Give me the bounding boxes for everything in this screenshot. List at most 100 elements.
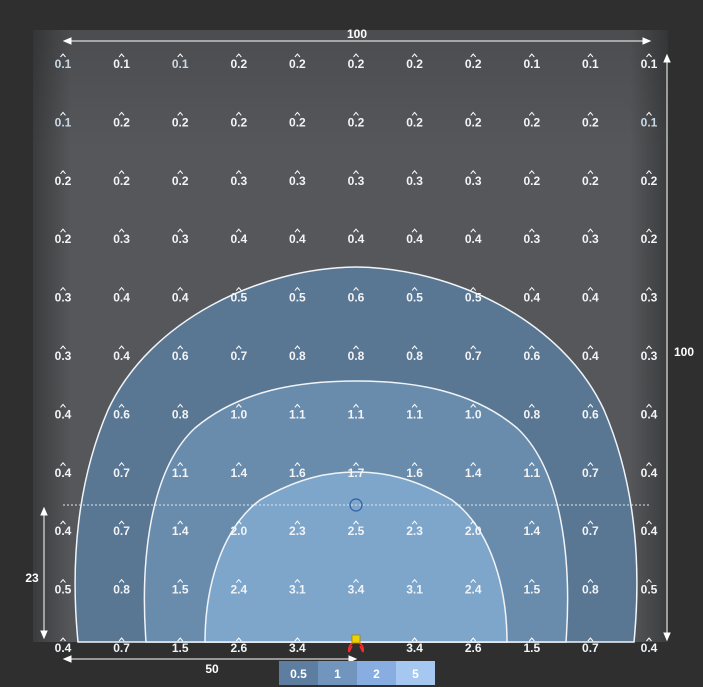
grid-value-label: 1.6 — [406, 466, 423, 480]
measurement-tick-icon — [411, 286, 418, 291]
measurement-tick-icon — [294, 520, 301, 525]
measurement-tick-icon — [60, 403, 66, 408]
grid-value-r8-c10: 0.4 — [641, 520, 658, 538]
grid-value-r5-c1: 0.4 — [113, 345, 130, 363]
grid-value-r7-c4: 1.6 — [289, 462, 306, 480]
measurement-tick-icon — [60, 111, 66, 116]
grid-value-r6-c2: 0.8 — [172, 403, 189, 421]
measurement-tick-icon — [118, 286, 125, 291]
grid-value-label: 0.4 — [172, 291, 189, 305]
measurement-tick-icon — [60, 578, 66, 583]
grid-value-r0-c9: 0.1 — [582, 53, 599, 71]
grid-value-r1-c2: 0.2 — [172, 111, 189, 129]
grid-value-label: 0.6 — [348, 291, 365, 305]
width-dimension — [62, 37, 652, 45]
grid-value-label: 0.2 — [406, 57, 423, 71]
grid-value-r3-c3: 0.4 — [230, 228, 247, 246]
measurement-tick-icon — [118, 170, 125, 175]
grid-value-r2-c6: 0.3 — [406, 170, 423, 188]
observer-icon — [347, 641, 365, 653]
grid-value-label: 2.6 — [465, 641, 482, 655]
grid-value-label: 0.2 — [172, 115, 189, 129]
grid-value-r6-c3: 1.0 — [230, 403, 247, 421]
grid-value-label: 0.4 — [406, 232, 423, 246]
grid-value-label: 0.3 — [348, 174, 365, 188]
grid-value-r4-c9: 0.4 — [582, 286, 599, 305]
measurement-tick-icon — [177, 228, 184, 233]
grid-value-r0-c2: 0.1 — [172, 53, 189, 71]
grid-value-label: 0.5 — [289, 291, 306, 305]
grid-value-label: 2.6 — [230, 641, 247, 655]
measurement-tick-icon — [294, 578, 301, 583]
grid-value-label: 2.0 — [230, 524, 247, 538]
measurement-tick-icon — [587, 111, 594, 116]
measurement-tick-icon — [528, 170, 535, 175]
measurement-tick-icon — [646, 578, 652, 583]
grid-value-label: 1.5 — [172, 583, 189, 597]
grid-value-label: 1.4 — [465, 466, 482, 480]
measurement-tick-icon — [646, 520, 652, 525]
grid-value-r7-c2: 1.1 — [172, 462, 189, 480]
grid-value-label: 0.4 — [348, 232, 365, 246]
legend-item-1: 1 — [318, 661, 357, 685]
width-label: 100 — [347, 27, 367, 41]
grid-value-r1-c0: 0.1 — [55, 111, 72, 129]
grid-value-r8-c9: 0.7 — [582, 520, 599, 538]
half-width-dimension — [62, 655, 358, 663]
grid-value-r10-c9: 0.7 — [582, 637, 599, 655]
grid-value-label: 0.2 — [289, 57, 306, 71]
grid-value-r0-c3: 0.2 — [230, 53, 247, 71]
grid-value-label: 2.4 — [465, 583, 482, 597]
grid-value-r7-c0: 0.4 — [55, 462, 72, 480]
measurement-tick-icon — [646, 403, 652, 408]
grid-value-r2-c4: 0.3 — [289, 170, 306, 188]
measurement-tick-icon — [294, 462, 301, 467]
grid-value-label: 0.3 — [641, 291, 658, 305]
measurement-tick-icon — [411, 345, 418, 350]
grid-value-label: 0.4 — [523, 291, 540, 305]
grid-value-label: 1.1 — [172, 466, 189, 480]
grid-value-label: 1.0 — [230, 407, 247, 421]
measurement-tick-icon — [587, 170, 594, 175]
grid-value-label: 0.2 — [465, 57, 482, 71]
legend-swatch — [396, 661, 435, 685]
grid-value-r2-c3: 0.3 — [230, 170, 247, 188]
grid-value-label: 0.6 — [172, 349, 189, 363]
grid-value-r1-c10: 0.1 — [641, 111, 658, 129]
grid-value-label: 1.0 — [465, 407, 482, 421]
measurement-tick-icon — [470, 286, 477, 291]
grid-value-r2-c8: 0.2 — [523, 170, 540, 188]
measurement-tick-icon — [353, 403, 359, 408]
measurement-tick-icon — [60, 170, 66, 175]
grid-value-r5-c4: 0.8 — [289, 345, 306, 363]
measurement-tick-icon — [470, 228, 477, 233]
measurement-tick-icon — [646, 228, 652, 233]
grid-value-label: 0.5 — [406, 291, 423, 305]
grid-value-r10-c7: 2.6 — [465, 637, 482, 655]
grid-value-r1-c9: 0.2 — [582, 111, 599, 129]
grid-value-label: 1.4 — [523, 524, 540, 538]
grid-value-label: 1.5 — [523, 641, 540, 655]
grid-value-label: 0.8 — [113, 583, 130, 597]
grid-value-label: 0.2 — [523, 174, 540, 188]
grid-value-r6-c9: 0.6 — [582, 403, 599, 421]
grid-value-r4-c10: 0.3 — [641, 286, 658, 305]
grid-value-label: 2.4 — [230, 583, 247, 597]
grid-value-label: 3.4 — [348, 583, 365, 597]
grid-value-r9-c8: 1.5 — [523, 578, 540, 597]
height-label: 100 — [674, 345, 694, 359]
grid-value-label: 2.3 — [289, 524, 306, 538]
grid-value-label: 0.4 — [641, 641, 658, 655]
measurement-tick-icon — [235, 578, 242, 583]
measurement-tick-icon — [411, 462, 418, 467]
grid-value-r8-c8: 1.4 — [523, 520, 540, 538]
measurement-tick-icon — [235, 53, 242, 58]
measurement-tick-icon — [177, 170, 184, 175]
grid-value-r10-c8: 1.5 — [523, 637, 540, 655]
measurement-tick-icon — [60, 228, 66, 233]
grid-value-label: 0.3 — [523, 232, 540, 246]
grid-value-label: 0.4 — [582, 349, 599, 363]
grid-value-label: 0.4 — [55, 407, 72, 421]
legend-label: 0.5 — [290, 667, 307, 681]
grid-value-label: 1.4 — [230, 466, 247, 480]
